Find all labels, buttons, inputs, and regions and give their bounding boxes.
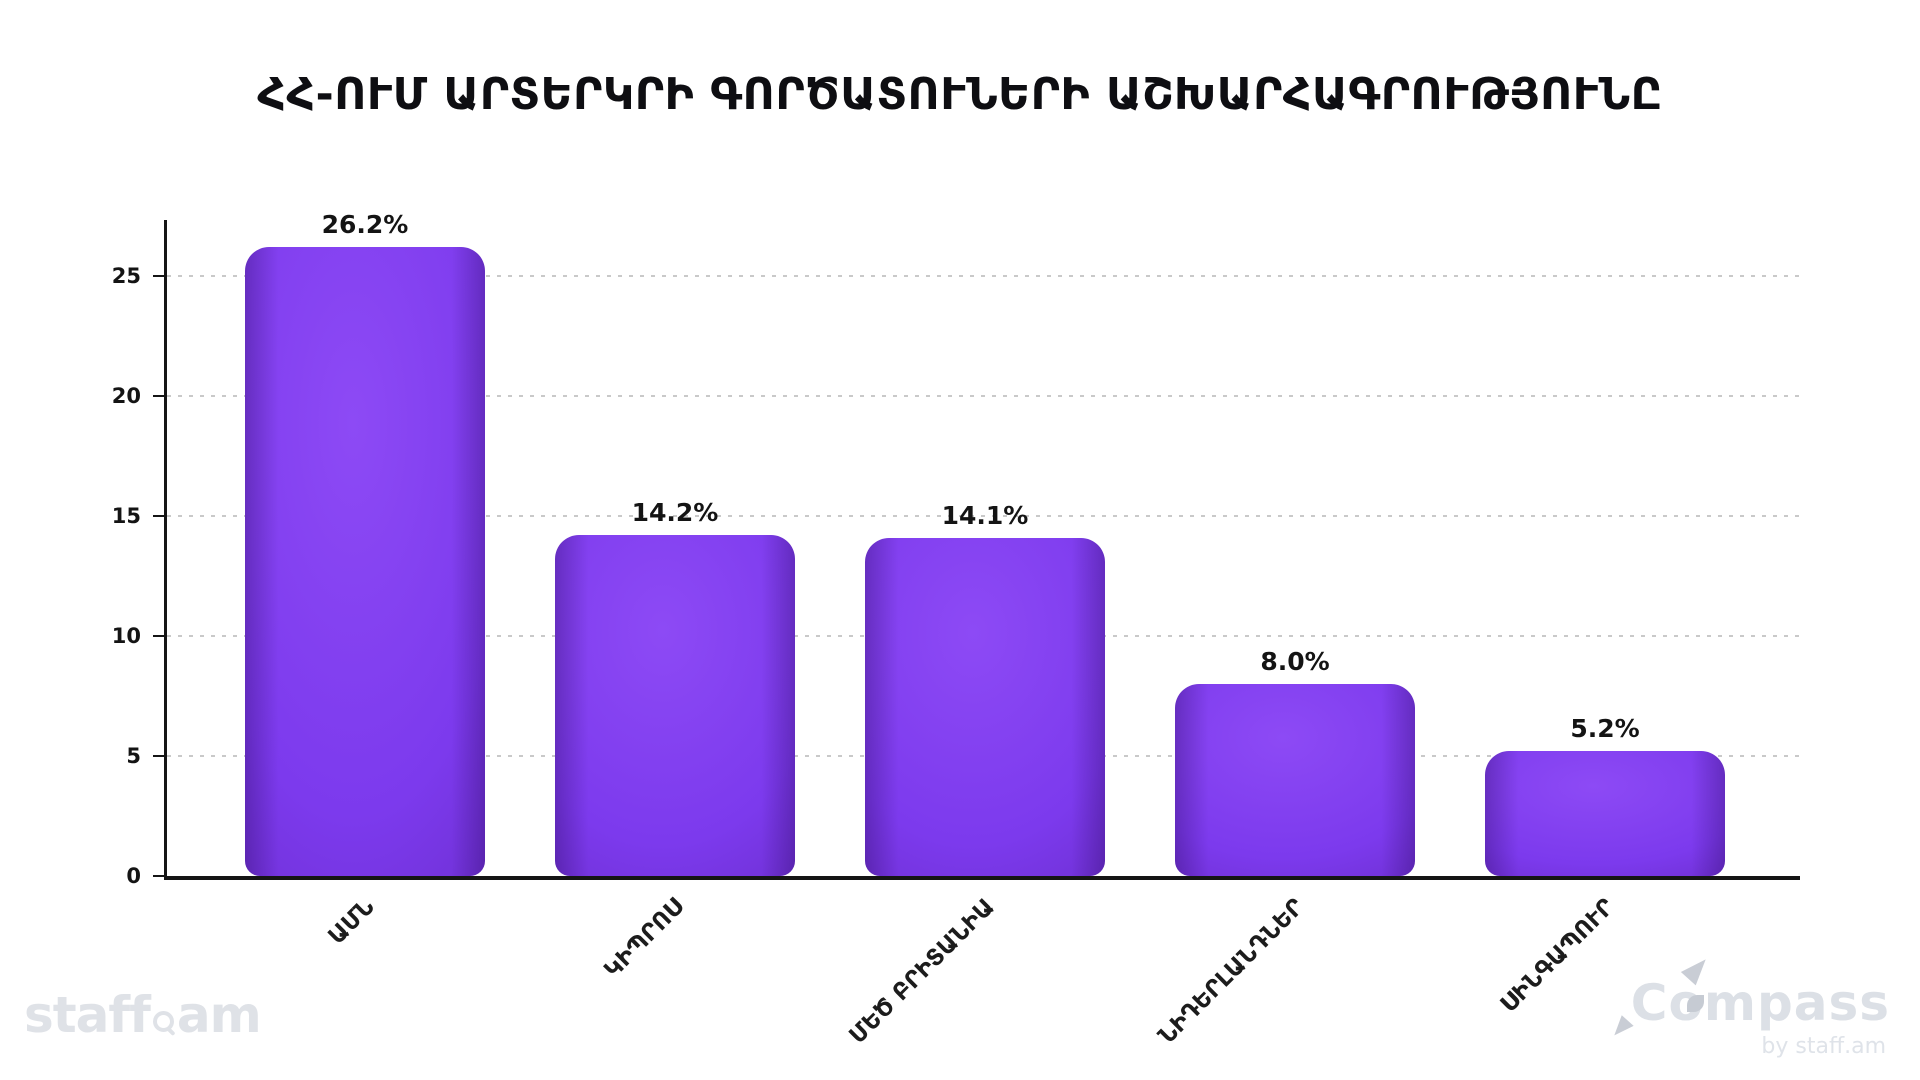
y-tick-label: 0	[126, 864, 141, 888]
bar-value-label: 14.2%	[631, 498, 719, 527]
x-axis-line	[164, 876, 1800, 880]
y-tick-label: 5	[126, 744, 141, 768]
staffam-logo: staff am	[24, 986, 262, 1044]
y-tick-label: 25	[111, 264, 141, 288]
bar	[245, 247, 485, 876]
y-tick-mark	[153, 755, 167, 757]
x-category-label: ԱՄՆ	[323, 894, 380, 950]
compass-logo-word: Compass	[1608, 952, 1890, 1041]
bar	[555, 535, 795, 876]
x-category-label: ԿԻՊՐՈՍ	[599, 894, 690, 984]
gridline	[167, 395, 1800, 397]
x-category-label: ՍԻՆԳԱՊՈՒՐ	[1495, 894, 1620, 1018]
bar-value-label: 14.1%	[941, 501, 1029, 530]
y-tick-mark	[153, 275, 167, 277]
gridline	[167, 275, 1800, 277]
magnifier-icon	[152, 1011, 174, 1032]
y-tick-mark	[153, 395, 167, 397]
gridline	[167, 515, 1800, 517]
y-tick-mark	[153, 875, 167, 877]
compass-logo-text: Compass	[1630, 974, 1890, 1032]
compass-lens-icon	[1686, 995, 1704, 1012]
bar	[1485, 751, 1725, 876]
chart-title: ՀՀ-ՈՒՄ ԱՐՏԵՐԿՐԻ ԳՈՐԾԱՏՈՒՆԵՐԻ ԱՇԽԱՐՀԱԳՐՈՒ…	[257, 69, 1663, 121]
x-category-label: ՄԵԾ ԲՐԻՏԱՆԻԱ	[844, 894, 1000, 1050]
staffam-logo-text-right: am	[176, 986, 262, 1044]
compass-logo-subtext: by staff.am	[1761, 1034, 1886, 1059]
y-tick-label: 20	[111, 384, 141, 408]
bar	[865, 538, 1105, 876]
y-tick-label: 10	[111, 624, 141, 648]
bar	[1175, 684, 1415, 876]
y-tick-mark	[153, 515, 167, 517]
bar-value-label: 5.2%	[1570, 714, 1640, 743]
y-tick-label: 15	[111, 504, 141, 528]
y-axis-line	[164, 220, 167, 880]
x-category-label: ՆԻԴԵՐԼԱՆԴՆԵՐ	[1153, 894, 1310, 1050]
bar-value-label: 26.2%	[321, 210, 409, 239]
bar-value-label: 8.0%	[1260, 647, 1330, 676]
y-tick-mark	[153, 635, 167, 637]
compass-logo: Compass by staff.am	[1608, 952, 1890, 1059]
staffam-logo-text-left: staff	[24, 986, 151, 1044]
